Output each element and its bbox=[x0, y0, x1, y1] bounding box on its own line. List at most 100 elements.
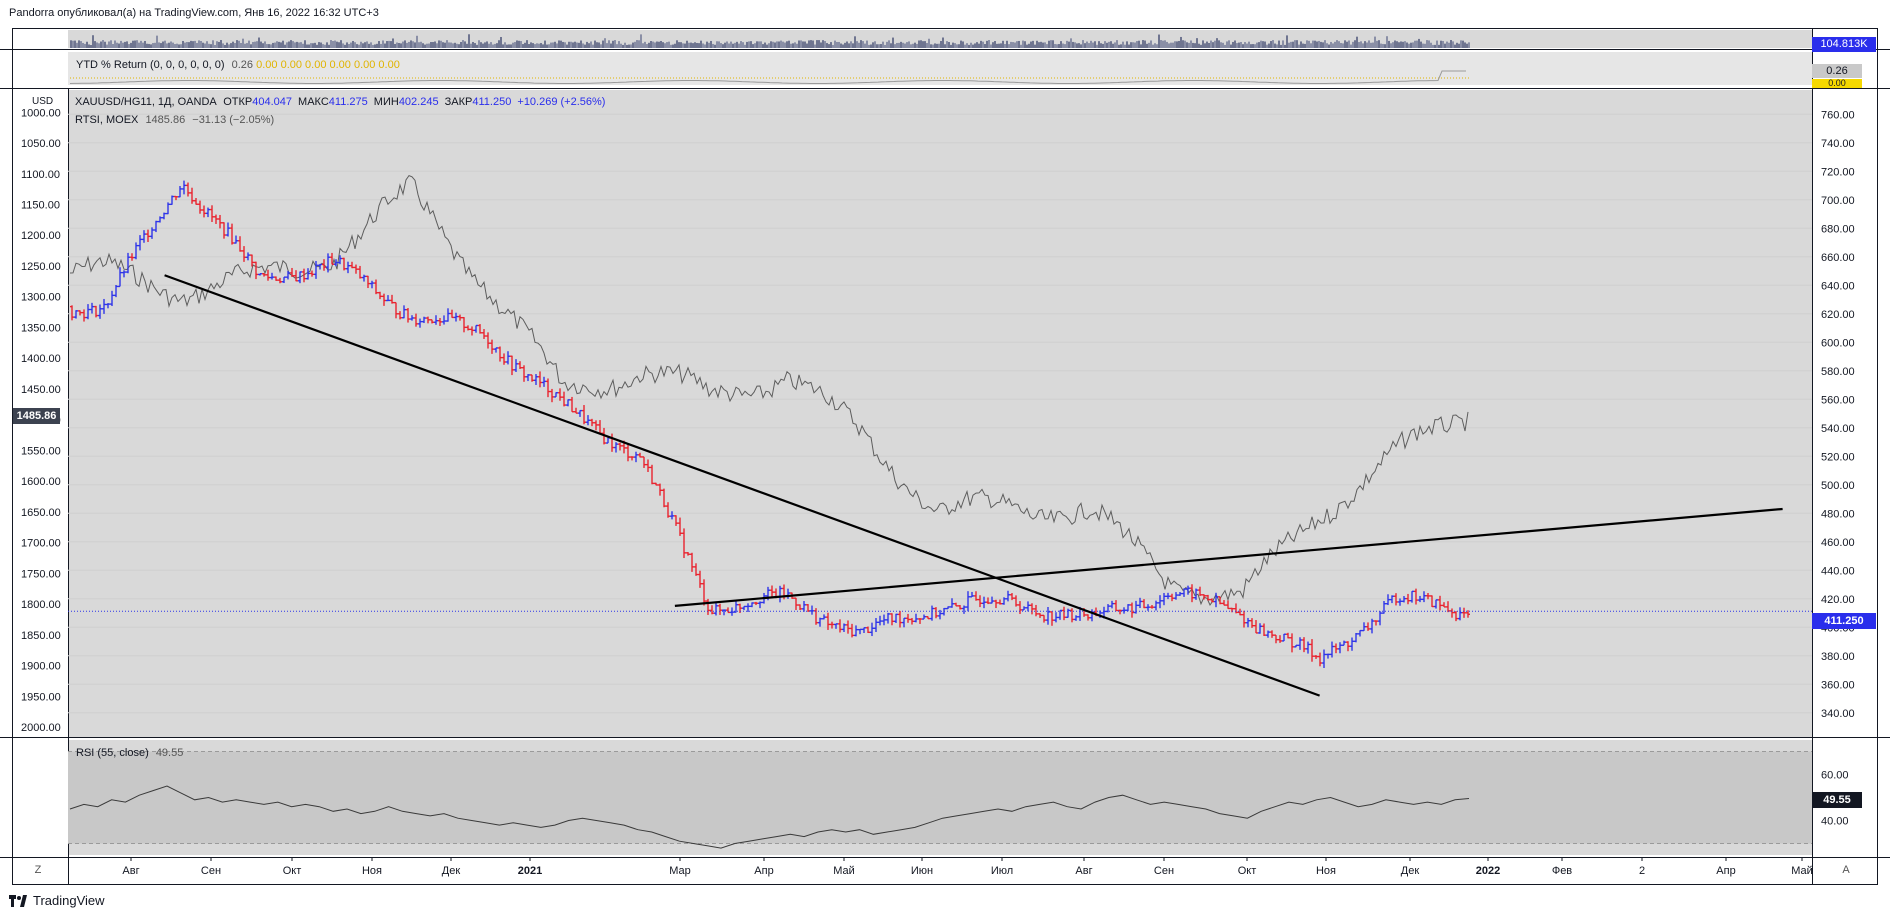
volume-bar bbox=[620, 43, 622, 48]
volume-bar bbox=[1400, 41, 1402, 48]
volume-bar bbox=[1116, 40, 1118, 48]
ohlc-bar bbox=[434, 315, 438, 325]
ohlc-bar bbox=[674, 515, 678, 526]
ohlc-bar bbox=[122, 270, 126, 278]
volume-bar bbox=[910, 44, 912, 48]
volume-bar bbox=[134, 40, 136, 48]
volume-bar bbox=[642, 43, 644, 48]
volume-bar bbox=[634, 41, 636, 48]
volume-bar bbox=[606, 43, 608, 48]
time-axis-label: Апр bbox=[754, 865, 773, 877]
volume-bar bbox=[86, 41, 88, 48]
volume-bar bbox=[646, 44, 648, 48]
auto-scale-button[interactable]: A bbox=[1842, 864, 1850, 876]
volume-bar bbox=[120, 40, 122, 48]
volume-bar bbox=[876, 44, 878, 48]
volume-bar bbox=[1156, 44, 1158, 48]
volume-bar bbox=[342, 43, 344, 48]
volume-bar bbox=[770, 41, 772, 48]
volume-bar bbox=[1412, 42, 1414, 48]
volume-bar bbox=[772, 41, 774, 48]
ohlc-bar bbox=[754, 601, 758, 606]
volume-bar bbox=[1172, 42, 1174, 48]
volume-bar bbox=[820, 42, 822, 48]
volume-bar bbox=[1354, 40, 1356, 48]
ohlc-bar bbox=[1298, 637, 1302, 650]
ohlc-bar bbox=[182, 180, 186, 195]
volume-bar bbox=[1096, 44, 1098, 48]
volume-bar bbox=[220, 40, 222, 48]
ohlc-bar bbox=[730, 607, 734, 616]
ohlc-bar bbox=[310, 270, 314, 277]
volume-bar bbox=[1054, 44, 1056, 48]
legend-high-label: МАКС bbox=[298, 96, 329, 108]
volume-bar bbox=[914, 42, 916, 48]
volume-bar bbox=[216, 41, 218, 48]
volume-bar bbox=[1320, 41, 1322, 48]
ohlc-bar bbox=[1234, 603, 1238, 614]
ohlc-bar bbox=[986, 597, 990, 605]
ohlc-bar bbox=[102, 298, 106, 314]
volume-bar bbox=[832, 44, 834, 48]
volume-bar bbox=[546, 44, 548, 48]
volume-bar bbox=[774, 42, 776, 48]
right-axis-tick-label: 720.00 bbox=[1821, 166, 1855, 178]
volume-bar bbox=[668, 41, 670, 48]
volume-bar bbox=[1010, 41, 1012, 48]
volume-bar bbox=[674, 43, 676, 48]
volume-bar bbox=[1126, 41, 1128, 48]
volume-bar bbox=[730, 41, 732, 48]
volume-bar bbox=[272, 42, 274, 48]
volume-bar bbox=[684, 43, 686, 48]
volume-bar bbox=[822, 40, 824, 48]
volume-bar bbox=[1416, 40, 1418, 48]
volume-bar bbox=[560, 40, 562, 48]
volume-bar bbox=[472, 41, 474, 48]
volume-bar bbox=[948, 42, 950, 48]
volume-bar bbox=[786, 41, 788, 48]
ohlc-bar bbox=[966, 591, 970, 612]
ohlc-bar bbox=[134, 242, 138, 260]
volume-bar bbox=[726, 41, 728, 48]
volume-bar bbox=[258, 37, 260, 48]
volume-bar bbox=[1278, 40, 1280, 48]
ytd-label: YTD % Return (0, 0, 0, 0, 0, 0) bbox=[76, 59, 225, 71]
volume-bar bbox=[252, 41, 254, 48]
volume-bar bbox=[952, 42, 954, 48]
time-axis-label: Фев bbox=[1552, 865, 1572, 877]
volume-bar bbox=[552, 42, 554, 48]
ohlc-bar bbox=[634, 451, 638, 463]
volume-bar bbox=[854, 36, 856, 48]
volume-bar bbox=[368, 43, 370, 48]
volume-bar bbox=[1362, 43, 1364, 48]
volume-bar bbox=[1432, 44, 1434, 48]
ohlc-bar bbox=[1146, 604, 1150, 611]
volume-bar bbox=[378, 41, 380, 48]
volume-bar bbox=[1310, 43, 1312, 48]
volume-bar bbox=[132, 40, 134, 48]
volume-bar bbox=[1018, 40, 1020, 48]
ohlc-bar bbox=[646, 459, 650, 472]
volume-bar bbox=[512, 42, 514, 48]
ohlc-bar bbox=[90, 302, 94, 314]
time-axis-zoom-button[interactable]: Z bbox=[34, 864, 42, 876]
volume-bar bbox=[1176, 41, 1178, 48]
left-axis-tick-label: 1950.00 bbox=[21, 691, 61, 703]
ytd-panel-bg bbox=[68, 52, 1812, 85]
ohlc-bar bbox=[838, 619, 842, 633]
ohlc-bar bbox=[562, 391, 566, 407]
right-axis-tick-label: 760.00 bbox=[1821, 109, 1855, 121]
volume-bar bbox=[734, 42, 736, 48]
time-axis-label: Ноя bbox=[1316, 865, 1336, 877]
time-axis-label: 2021 bbox=[518, 865, 542, 877]
volume-bar bbox=[306, 44, 308, 48]
ohlc-bar bbox=[330, 252, 334, 265]
volume-bar bbox=[404, 40, 406, 48]
volume-bar bbox=[240, 42, 242, 48]
ohlc-bar bbox=[942, 607, 946, 616]
ohlc-bar bbox=[154, 220, 158, 233]
ohlc-bar bbox=[1338, 642, 1342, 654]
volume-bar bbox=[1112, 43, 1114, 48]
